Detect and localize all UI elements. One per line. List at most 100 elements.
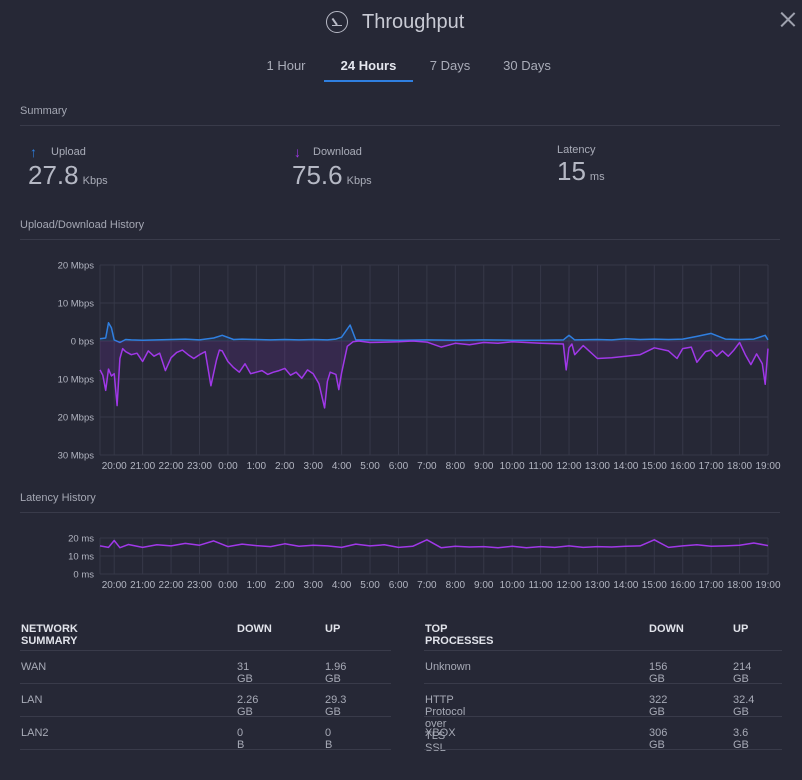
x-tick-label: 19:00 <box>755 580 780 591</box>
upload-label: Upload <box>51 146 86 158</box>
table-cell: 32.4 GB <box>733 694 755 718</box>
tab-1-hour[interactable]: 1 Hour <box>266 58 306 73</box>
table-cell: 0 B <box>237 727 245 751</box>
summary-divider <box>20 125 780 126</box>
x-tick-label: 16:00 <box>670 580 695 591</box>
table-cell: 322 GB <box>649 694 668 718</box>
x-tick-label: 8:00 <box>446 461 466 472</box>
x-tick-label: 14:00 <box>613 461 638 472</box>
table-divider <box>20 650 391 651</box>
x-tick-label: 7:00 <box>417 461 437 472</box>
x-tick-label: 13:00 <box>585 580 610 591</box>
x-tick-label: 22:00 <box>159 580 184 591</box>
x-tick-label: 3:00 <box>303 461 323 472</box>
upload-value: 27.8 <box>28 160 79 190</box>
x-tick-label: 17:00 <box>699 461 724 472</box>
tab-24-hours[interactable]: 24 Hours <box>324 56 413 82</box>
x-tick-label: 11:00 <box>528 580 553 591</box>
x-tick-label: 7:00 <box>417 580 437 591</box>
table-cell: 31 GB <box>237 661 253 685</box>
x-tick-label: 10:00 <box>500 580 525 591</box>
y-tick-label: 10 Mbps <box>58 375 95 386</box>
x-tick-label: 1:00 <box>247 580 267 591</box>
x-tick-label: 1:00 <box>247 461 267 472</box>
title-group: Throughput <box>326 8 464 36</box>
series-line-1 <box>99 340 769 409</box>
latency-chart: 20 ms 10 ms 0 ms 20:00 21:00 22:00 23:00 0:00 1:… <box>68 534 781 592</box>
latency-history-divider <box>20 512 780 513</box>
table-cell: 2.26 GB <box>237 694 259 718</box>
download-stat: ↓ Download 75.6 Kbps <box>292 144 372 191</box>
table-divider <box>20 716 391 717</box>
latency-label: Latency <box>557 144 596 156</box>
x-tick-label: 3:00 <box>303 580 323 591</box>
y-tick-label: 10 Mbps <box>58 299 95 310</box>
table-divider <box>424 683 782 684</box>
x-tick-label: 2:00 <box>275 461 295 472</box>
latency-unit: ms <box>589 171 605 183</box>
top-processes-header: TOP PROCESSES <box>425 623 494 647</box>
network-summary-up-header: UP <box>325 623 341 635</box>
series-line-0 <box>99 322 769 344</box>
y-tick-label: 20 Mbps <box>58 413 95 424</box>
latency-stat: Latency 15 ms <box>557 144 605 187</box>
table-divider <box>20 749 391 750</box>
table-cell: 0 B <box>325 727 333 751</box>
network-summary-header: NETWORK SUMMARY <box>21 623 78 647</box>
y-tick-label: 10 ms <box>68 552 94 563</box>
table-cell: WAN <box>21 661 47 673</box>
x-tick-label: 17:00 <box>699 580 724 591</box>
network-summary-down-header: DOWN <box>237 623 272 635</box>
x-tick-label: 23:00 <box>187 461 212 472</box>
tab-7-days[interactable]: 7 Days <box>429 58 471 73</box>
arrow-down-icon: ↓ <box>294 144 301 160</box>
summary-label: Summary <box>20 105 68 117</box>
x-tick-label: 0:00 <box>218 461 238 472</box>
table-divider <box>424 650 782 651</box>
table-cell: 214 GB <box>733 661 752 685</box>
gauge-icon <box>326 11 348 33</box>
table-divider <box>424 716 782 717</box>
upload-unit: Kbps <box>82 175 108 187</box>
download-unit: Kbps <box>346 175 372 187</box>
table-divider <box>20 683 391 684</box>
table-cell: LAN2 <box>21 727 49 739</box>
x-tick-label: 12:00 <box>557 580 582 591</box>
x-tick-label: 10:00 <box>500 461 525 472</box>
y-tick-label: 30 Mbps <box>58 451 95 462</box>
x-tick-label: 9:00 <box>474 461 494 472</box>
x-tick-label: 4:00 <box>332 461 352 472</box>
table-cell: 1.96 GB <box>325 661 347 685</box>
x-tick-label: 8:00 <box>446 580 466 591</box>
x-tick-label: 18:00 <box>727 580 752 591</box>
x-tick-label: 21:00 <box>130 461 155 472</box>
x-tick-label: 13:00 <box>585 461 610 472</box>
y-tick-label: 20 ms <box>68 534 94 545</box>
table-cell: 29.3 GB <box>325 694 347 718</box>
tab-30-days[interactable]: 30 Days <box>503 58 551 73</box>
x-tick-label: 6:00 <box>389 580 409 591</box>
history-label: Upload/Download History <box>20 219 145 231</box>
dialog-header: Throughput <box>0 0 802 44</box>
latency-value: 15 <box>557 156 586 186</box>
throughput-chart: 20 Mbps 10 Mbps 0 bps 10 Mbps 20 Mbps 30 Mbps… <box>58 261 781 473</box>
top-processes-down-header: DOWN <box>649 623 684 635</box>
x-tick-label: 15:00 <box>642 580 667 591</box>
x-tick-label: 22:00 <box>159 461 184 472</box>
download-value: 75.6 <box>292 160 343 190</box>
x-tick-label: 20:00 <box>102 580 127 591</box>
x-tick-label: 21:00 <box>130 580 155 591</box>
x-tick-label: 0:00 <box>218 580 238 591</box>
table-cell: 3.6 GB <box>733 727 749 751</box>
x-tick-label: 11:00 <box>528 461 553 472</box>
table-cell: 156 GB <box>649 661 668 685</box>
close-icon[interactable] <box>778 10 798 30</box>
x-tick-label: 2:00 <box>275 580 295 591</box>
x-tick-label: 4:00 <box>332 580 352 591</box>
grid <box>99 264 769 456</box>
x-tick-label: 6:00 <box>389 461 409 472</box>
grid <box>99 537 769 575</box>
series-area <box>100 322 768 343</box>
page-title: Throughput <box>362 10 465 33</box>
x-tick-label: 16:00 <box>670 461 695 472</box>
